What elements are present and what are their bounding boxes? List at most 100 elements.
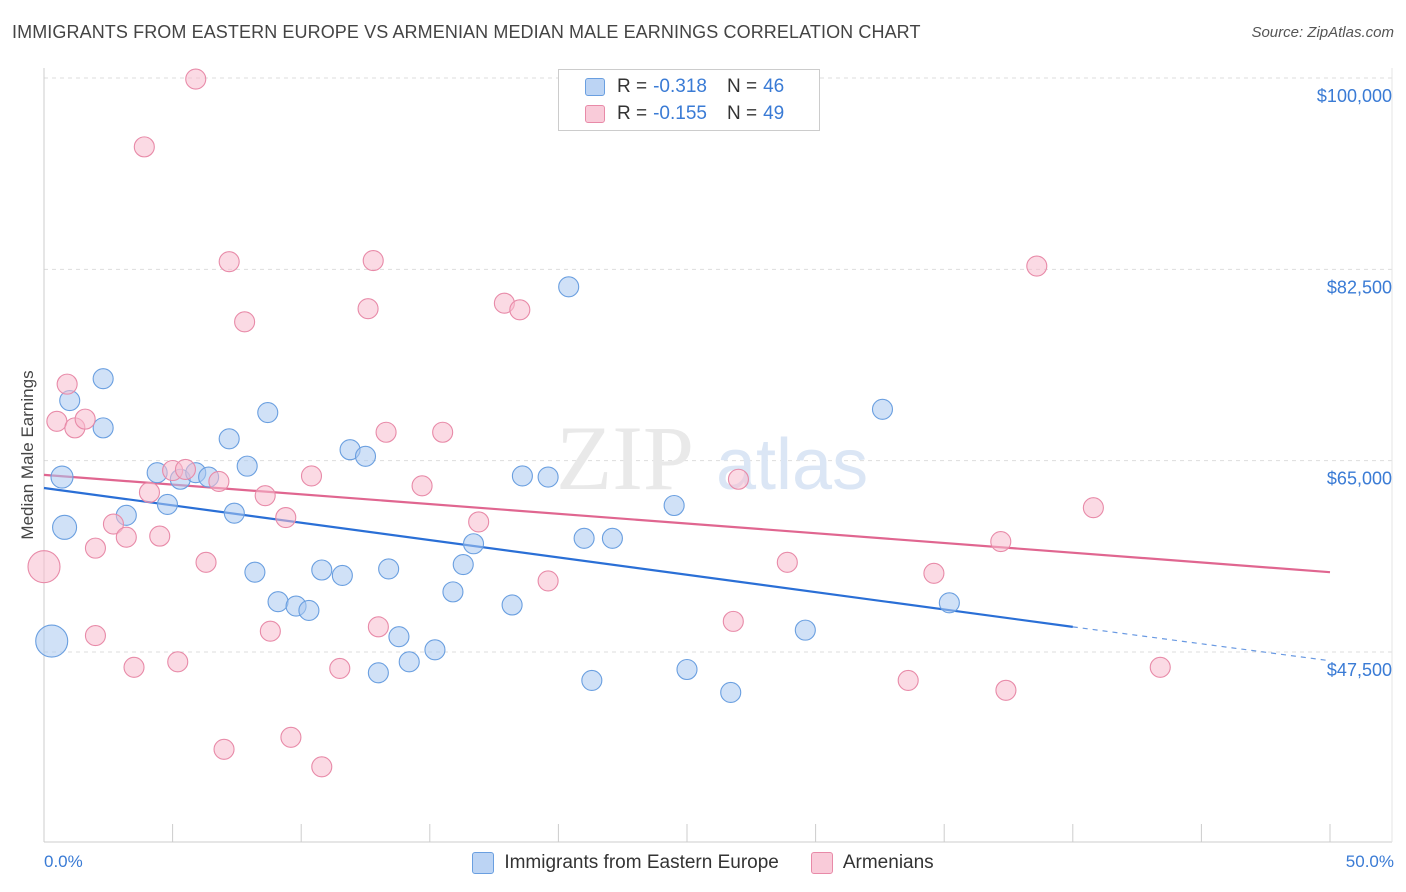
point-eastern-europe <box>794 619 816 641</box>
series-legend: Immigrants from Eastern Europe Armenians <box>0 852 1406 874</box>
point-eastern-europe <box>511 465 533 487</box>
legend-item-armenians[interactable]: Armenians <box>810 852 934 874</box>
trend-line-0 <box>43 486 1073 628</box>
point-armenians <box>1149 656 1171 678</box>
point-armenians <box>74 408 96 430</box>
point-eastern-europe <box>367 662 389 684</box>
point-armenians <box>259 620 281 642</box>
point-armenians <box>234 311 256 333</box>
point-eastern-europe <box>331 564 353 587</box>
point-armenians <box>27 550 61 584</box>
point-armenians <box>254 485 276 507</box>
point-eastern-europe <box>223 502 245 524</box>
point-armenians <box>115 526 137 548</box>
point-armenians <box>367 616 389 638</box>
point-armenians <box>213 738 235 760</box>
point-armenians <box>149 525 171 547</box>
y-tick-labels: $47,500 $65,000 $82,500 $100,000 <box>1317 86 1392 680</box>
r-value: -0.155 <box>653 103 707 124</box>
y-tick-label: $65,000 <box>1327 469 1392 489</box>
point-armenians <box>123 656 145 678</box>
point-armenians <box>280 726 302 748</box>
point-eastern-europe <box>156 493 179 515</box>
point-eastern-europe <box>720 681 742 704</box>
point-eastern-europe <box>378 558 400 580</box>
point-armenians <box>208 470 230 492</box>
point-armenians <box>468 511 490 533</box>
point-eastern-europe <box>601 527 623 549</box>
x-tick-max: 50.0% <box>1345 852 1394 871</box>
point-armenians <box>218 251 240 273</box>
point-eastern-europe <box>581 669 603 691</box>
y-axis-label: Median Male Earnings <box>18 370 37 540</box>
point-eastern-europe <box>218 428 240 450</box>
point-armenians <box>167 651 189 673</box>
point-eastern-europe <box>92 368 114 390</box>
point-armenians <box>311 756 333 778</box>
point-eastern-europe <box>501 594 523 616</box>
point-armenians <box>102 513 124 535</box>
point-armenians <box>995 679 1017 701</box>
point-eastern-europe <box>388 626 410 648</box>
point-eastern-europe <box>871 398 894 420</box>
point-eastern-europe <box>311 559 333 581</box>
point-armenians <box>174 458 197 480</box>
n-label: N = <box>726 103 758 124</box>
n-value: 46 <box>763 76 785 97</box>
swatch-blue <box>585 78 605 96</box>
n-value: 49 <box>763 103 785 124</box>
point-eastern-europe <box>298 599 320 622</box>
point-eastern-europe <box>452 553 474 576</box>
point-eastern-europe <box>267 591 289 613</box>
point-eastern-europe <box>236 455 258 477</box>
stats-row-blue: R = -0.318 N = 46 <box>585 76 784 98</box>
watermark-zip: ZIP <box>556 407 694 509</box>
y-tick-label: $47,500 <box>1327 660 1392 680</box>
point-eastern-europe <box>52 514 78 540</box>
r-value: -0.318 <box>653 76 707 97</box>
point-armenians <box>509 299 531 321</box>
legend-item-eastern-europe[interactable]: Immigrants from Eastern Europe <box>472 852 779 874</box>
point-armenians <box>722 610 744 632</box>
point-eastern-europe <box>676 658 698 681</box>
point-armenians <box>185 68 207 90</box>
point-eastern-europe <box>938 592 960 614</box>
point-eastern-europe <box>35 624 69 658</box>
n-label: N = <box>726 76 758 97</box>
point-eastern-europe <box>537 466 559 488</box>
r-label: R = <box>617 76 648 97</box>
point-armenians <box>1082 497 1104 519</box>
point-armenians <box>537 570 559 592</box>
point-armenians <box>357 298 379 320</box>
point-armenians <box>727 468 749 490</box>
point-armenians <box>432 421 454 443</box>
point-armenians <box>84 537 106 559</box>
point-armenians <box>275 506 297 529</box>
legend-swatch-blue <box>472 852 495 874</box>
point-eastern-europe <box>354 445 377 467</box>
watermark: ZIP atlas <box>556 407 868 509</box>
point-armenians <box>1026 255 1048 277</box>
point-eastern-europe <box>50 465 74 489</box>
chart-title: IMMIGRANTS FROM EASTERN EUROPE VS ARMENI… <box>12 22 921 42</box>
swatch-pink <box>585 105 605 123</box>
legend-label: Armenians <box>842 852 934 873</box>
point-armenians <box>990 531 1012 553</box>
point-armenians <box>133 136 155 158</box>
point-eastern-europe <box>663 494 685 517</box>
watermark-atlas: atlas <box>716 425 868 505</box>
point-armenians <box>56 373 78 395</box>
point-armenians <box>411 475 433 497</box>
source-label: Source: ZipAtlas.com <box>1251 24 1394 41</box>
point-armenians <box>375 421 397 443</box>
stats-row-pink: R = -0.155 N = 49 <box>585 103 784 125</box>
point-armenians <box>362 250 384 272</box>
grid-lines <box>44 77 1392 653</box>
point-eastern-europe <box>462 533 485 555</box>
y-tick-label: $100,000 <box>1317 86 1392 106</box>
point-eastern-europe <box>398 651 420 673</box>
legend-swatch-pink <box>810 852 833 874</box>
axes <box>43 68 1393 843</box>
point-eastern-europe <box>442 581 464 603</box>
